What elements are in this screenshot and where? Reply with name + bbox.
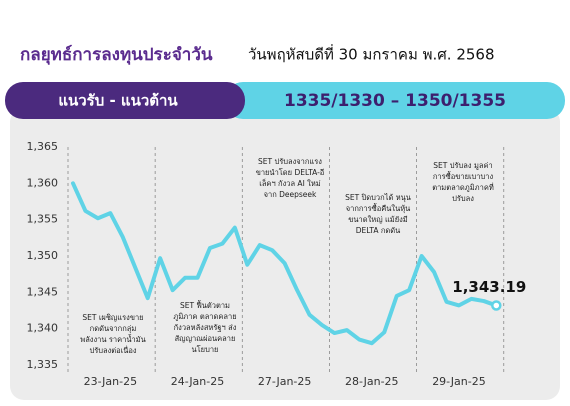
chart-panel bbox=[10, 108, 560, 400]
annotation: จากการซื้อคืนในหุ้น bbox=[346, 203, 411, 213]
x-tick-label: 28-Jan-25 bbox=[345, 375, 399, 388]
annotation: ตามตลาดภูมิภาคที่ bbox=[432, 182, 494, 192]
range-label-bar bbox=[5, 82, 245, 119]
annotation: กังวลหลังสหรัฐฯ ส่ง bbox=[174, 323, 237, 332]
last-point bbox=[491, 300, 502, 311]
title: กลยุทธ์การลงทุนประจำวัน bbox=[20, 44, 213, 65]
annotation: พลังงาน ราคาน้ำมัน bbox=[80, 334, 145, 344]
annotation: กดดันจากกลุ่ม bbox=[90, 324, 137, 333]
range-label: แนวรับ - แนวต้าน bbox=[58, 92, 178, 110]
y-tick-label: 1,350 bbox=[27, 249, 59, 262]
x-tick-label: 23-Jan-25 bbox=[84, 375, 138, 388]
annotation: SET ปิดบวกได้ หนุน bbox=[345, 193, 411, 202]
annotation: จาก Deepseek bbox=[264, 190, 317, 199]
annotation: ขนาดใหญ่ แม้ยังมี bbox=[348, 215, 408, 224]
annotation: การซื้อขายเบาบาง bbox=[433, 171, 494, 181]
annotation: DELTA กดดัน bbox=[356, 226, 401, 235]
annotation: SET เผชิญแรงขาย bbox=[82, 313, 143, 322]
annotation: สัญญาณผ่อนคลาย bbox=[175, 334, 236, 343]
annotation: SET ปรับลง มูลค่า bbox=[433, 161, 492, 170]
annotation: ขายนำโดย DELTA-อี bbox=[256, 168, 325, 177]
y-tick-label: 1,365 bbox=[27, 140, 59, 153]
annotation: SET ปรับลงจากแรง bbox=[258, 157, 322, 166]
x-tick-label: 29-Jan-25 bbox=[432, 375, 486, 388]
annotation: นโยบาย bbox=[192, 345, 219, 354]
last-value-label: 1,343.19 bbox=[452, 278, 526, 296]
date: วันพฤหัสบดีที่ 30 มกราคม พ.ศ. 2568 bbox=[248, 44, 495, 64]
range-bar bbox=[225, 82, 565, 119]
y-tick-label: 1,355 bbox=[27, 213, 59, 226]
annotation: SET ฟื้นตัวตาม bbox=[180, 300, 230, 310]
range-value: 1335/1330 – 1350/1355 bbox=[284, 91, 506, 111]
annotation: ภูมิภาค ตลาดคลาย bbox=[173, 312, 236, 321]
y-tick-label: 1,360 bbox=[27, 176, 59, 189]
y-tick-label: 1,335 bbox=[27, 358, 59, 371]
annotation: ปรับลงต่อเนื่อง bbox=[89, 345, 136, 355]
x-tick-label: 24-Jan-25 bbox=[171, 375, 225, 388]
annotation: ปรับลง bbox=[452, 194, 474, 203]
y-tick-label: 1,340 bbox=[27, 322, 59, 335]
y-tick-label: 1,345 bbox=[27, 285, 59, 298]
price-line bbox=[71, 181, 499, 346]
annotation: เล็คฯ กังวล AI ใหม่ bbox=[259, 178, 320, 188]
x-tick-label: 27-Jan-25 bbox=[258, 375, 312, 388]
